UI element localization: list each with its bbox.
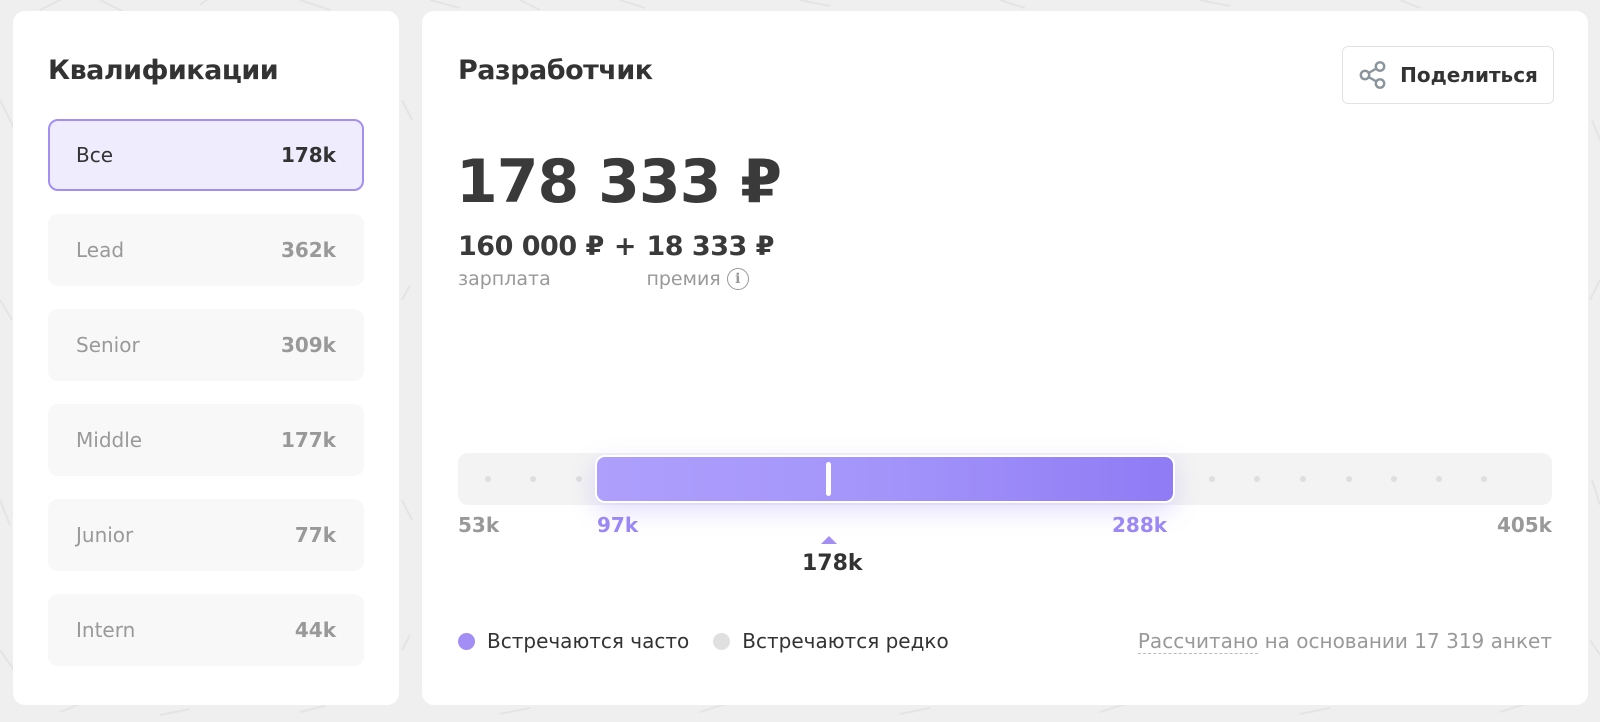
range-low-label: 97k: [597, 513, 639, 537]
qual-item-middle[interactable]: Middle 177k: [48, 404, 364, 476]
track-dot: [1436, 476, 1442, 482]
share-button[interactable]: Поделиться: [1342, 46, 1554, 104]
track-dot: [530, 476, 536, 482]
qual-item-all[interactable]: Все 178k: [48, 119, 364, 191]
share-label: Поделиться: [1400, 63, 1538, 87]
bonus-part: 18 333 ₽ премия i: [646, 231, 774, 290]
range-high-label: 288k: [1112, 513, 1168, 537]
qual-item-intern[interactable]: Intern 44k: [48, 594, 364, 666]
qual-value: 44k: [294, 618, 336, 642]
median-marker: [826, 462, 831, 496]
role-title: Разработчик: [458, 55, 653, 86]
qual-label: Все: [76, 143, 114, 167]
range-max-label: 405k: [1496, 513, 1552, 537]
qual-label: Lead: [76, 238, 125, 262]
qual-value: 177k: [280, 428, 336, 452]
calculation-footnote: Рассчитано на основании 17 319 анкет: [1137, 629, 1552, 654]
qual-value: 362k: [280, 238, 336, 262]
salary-breakdown: 160 000 ₽ зарплата + 18 333 ₽ премия i: [458, 231, 774, 290]
legend-item-rare: Встречаются редко: [713, 629, 949, 653]
salary-range-track: [458, 453, 1552, 505]
track-dot: [485, 476, 491, 482]
qual-label: Senior: [76, 333, 140, 357]
share-icon: [1359, 61, 1386, 89]
qual-label: Junior: [76, 523, 134, 547]
track-dot: [1346, 476, 1352, 482]
legend-label: Встречаются часто: [487, 629, 690, 653]
range-min-label: 53k: [458, 513, 500, 537]
footnote-text: на основании 17 319 анкет: [1258, 629, 1552, 653]
legend-dot-frequent: [458, 632, 475, 650]
salary-label: зарплата: [458, 268, 604, 290]
qual-label: Intern: [76, 618, 136, 642]
salary-panel: Разработчик Поделиться 178 333 ₽ 160 000…: [422, 11, 1588, 705]
salary-label-text: зарплата: [458, 268, 551, 290]
legend-dot-rare: [713, 632, 731, 650]
qualifications-panel: Квалификации Все 178k Lead 362k Senior 3…: [13, 11, 399, 705]
legend: Встречаются часто Встречаются редко: [458, 629, 973, 653]
qual-item-lead[interactable]: Lead 362k: [48, 214, 364, 286]
legend-item-frequent: Встречаются часто: [458, 629, 689, 653]
qual-item-junior[interactable]: Junior 77k: [48, 499, 364, 571]
total-salary: 178 333 ₽: [456, 147, 782, 217]
bonus-amount: 18 333 ₽: [646, 231, 774, 262]
median-arrow-icon: [821, 536, 837, 544]
track-dot: [1481, 476, 1487, 482]
frequent-range-bar: [595, 455, 1175, 503]
legend-label: Встречаются редко: [742, 629, 949, 653]
qual-value: 178k: [280, 143, 336, 167]
track-dot: [1209, 476, 1215, 482]
bonus-label-text: премия: [646, 268, 721, 290]
track-dot: [1391, 476, 1397, 482]
qual-value: 309k: [280, 333, 336, 357]
salary-amount: 160 000 ₽: [458, 231, 604, 262]
qual-label: Middle: [76, 428, 143, 452]
qualifications-title: Квалификации: [48, 55, 279, 86]
qual-value: 77k: [294, 523, 336, 547]
track-dot: [1254, 476, 1260, 482]
plus-sign: +: [613, 231, 637, 262]
calculation-info-link[interactable]: Рассчитано: [1137, 629, 1259, 654]
median-label: 178k: [802, 551, 863, 576]
qualifications-list: Все 178k Lead 362k Senior 309k Middle 17…: [48, 119, 364, 689]
qual-item-senior[interactable]: Senior 309k: [48, 309, 364, 381]
track-dot: [1300, 476, 1306, 482]
bonus-label: премия i: [646, 268, 774, 290]
info-icon[interactable]: i: [726, 268, 749, 290]
salary-part: 160 000 ₽ зарплата: [458, 231, 604, 290]
track-dot: [576, 476, 582, 482]
